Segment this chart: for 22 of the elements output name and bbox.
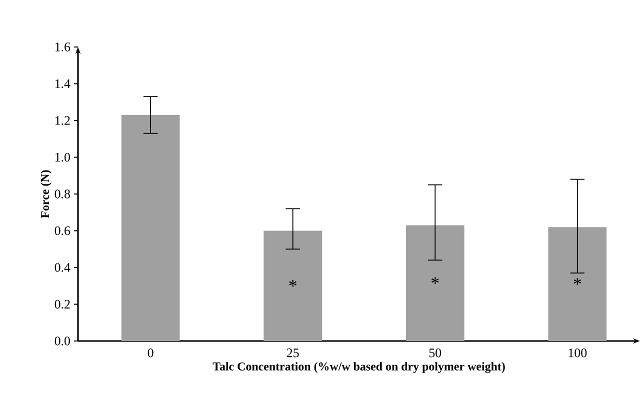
y-tick-label: 0.8 [54, 190, 70, 198]
x-axis-title: Talc Concentration (%w/w based on dry polymer weight) [212, 362, 505, 374]
y-tick-label: 0.2 [54, 300, 70, 309]
x-tick-label: 0 [148, 348, 154, 358]
bar [548, 227, 607, 341]
annotation: * [432, 277, 439, 284]
bar [121, 114, 180, 341]
y-axis-title: Force (N) [40, 170, 52, 218]
annotation: * [289, 280, 296, 287]
bar [406, 225, 464, 341]
x-tick-label: 25 [286, 348, 299, 358]
y-tick-label: 1.6 [55, 42, 70, 52]
x-tick-label: 100 [568, 348, 587, 358]
bar [264, 230, 322, 341]
y-tick-label: 0.6 [54, 226, 70, 236]
y-tick-label: 0.0 [54, 336, 70, 346]
y-tick-label: 1.0 [55, 152, 70, 162]
x-tick-label: 50 [429, 348, 442, 358]
y-tick-label: 1.2 [55, 116, 70, 125]
annotation: * [574, 278, 582, 285]
y-tick-label: 0.4 [54, 263, 70, 272]
y-tick-label: 1.4 [55, 79, 70, 88]
